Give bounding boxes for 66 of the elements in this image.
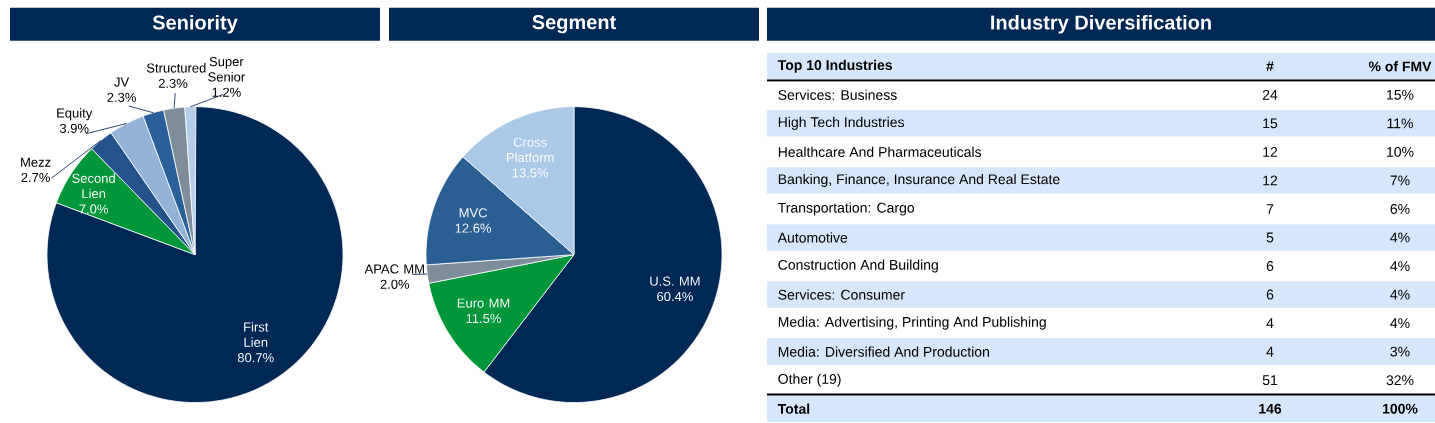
category-label: Automotive (777, 232, 848, 243)
data-label: 13.5% (512, 168, 549, 178)
category-label: Media: Advertising, Printing And Publishing (778, 316, 1046, 330)
slice-label: JV (114, 77, 130, 87)
data-label: 80.7% (237, 353, 274, 363)
data-label: 4 (1266, 346, 1274, 357)
data-label: 32% (1386, 375, 1414, 386)
category-label: Transportation: Cargo (778, 202, 915, 216)
slice-label: Mezz (21, 157, 51, 167)
category-label: Media: Diversified And Production (778, 346, 989, 357)
data-label: 3% (1390, 346, 1410, 357)
slice-label: MVC (459, 208, 488, 218)
data-label: 4% (1390, 261, 1410, 271)
data-label: 7% (1390, 175, 1410, 186)
text: # (1266, 61, 1274, 72)
slice-label: Structured (146, 63, 206, 73)
data-label: 4 (1266, 318, 1274, 328)
category-label: Construction And Building (778, 259, 938, 273)
data-label: 12 (1263, 146, 1278, 157)
data-label: 2.7% (21, 172, 50, 183)
slice-label: Cross Platform (507, 137, 554, 163)
data-label: 7.0% (79, 204, 109, 214)
category-label: Services: Consumer (778, 289, 905, 300)
data-label: 2.0% (380, 279, 410, 289)
text: Top 10 Industries (777, 59, 893, 73)
category-label: High Tech Industries (778, 116, 905, 130)
data-label: 12.6% (455, 223, 492, 233)
data-label: 10% (1387, 146, 1414, 157)
data-label: 2.3% (107, 92, 136, 102)
category-label: Services: Business (778, 89, 897, 100)
data-label: 4% (1390, 232, 1410, 243)
data-label: 100% (1382, 403, 1418, 414)
category-label: Other (19) (778, 373, 841, 387)
data-label: 15 (1263, 118, 1278, 129)
data-label: 6 (1266, 261, 1274, 271)
data-label: 1.2% (212, 87, 241, 97)
slice-label: U.S. MM (650, 276, 700, 286)
slice-label: Super Senior (208, 57, 245, 82)
slice-label: Second Lien (72, 173, 115, 199)
data-label: 4% (1390, 289, 1410, 300)
data-label: 6% (1390, 204, 1410, 214)
chart-title: Seniority (152, 14, 238, 34)
data-label: 11.5% (466, 313, 501, 324)
data-label: 60.4% (657, 291, 693, 302)
data-label: 3.9% (59, 123, 89, 133)
data-label: 15% (1387, 89, 1414, 100)
data-label: 5 (1266, 232, 1274, 243)
text: % of FMV (1368, 61, 1432, 72)
text: Industry Diversification (991, 14, 1211, 34)
data-label: 7 (1266, 204, 1274, 214)
slice-label: Euro MM (457, 298, 510, 308)
chart-title: Segment (532, 15, 616, 34)
slice-label: First Lien (244, 322, 269, 347)
data-label: 146 (1259, 403, 1282, 414)
data-label: 6 (1266, 289, 1274, 300)
data-label: 11% (1387, 118, 1413, 129)
data-label: 24 (1262, 89, 1278, 100)
category-label: Banking, Finance, Insurance And Real Estate (778, 173, 1060, 187)
data-label: 2.3% (158, 78, 188, 88)
slice-label: APAC MM (364, 264, 424, 274)
category-label: Total (777, 403, 810, 414)
data-label: 12 (1263, 175, 1278, 186)
category-label: Healthcare And Pharmaceuticals (778, 146, 982, 158)
data-label: 51 (1262, 375, 1278, 386)
data-label: 4% (1390, 318, 1410, 328)
slice-label: Equity (57, 108, 93, 121)
